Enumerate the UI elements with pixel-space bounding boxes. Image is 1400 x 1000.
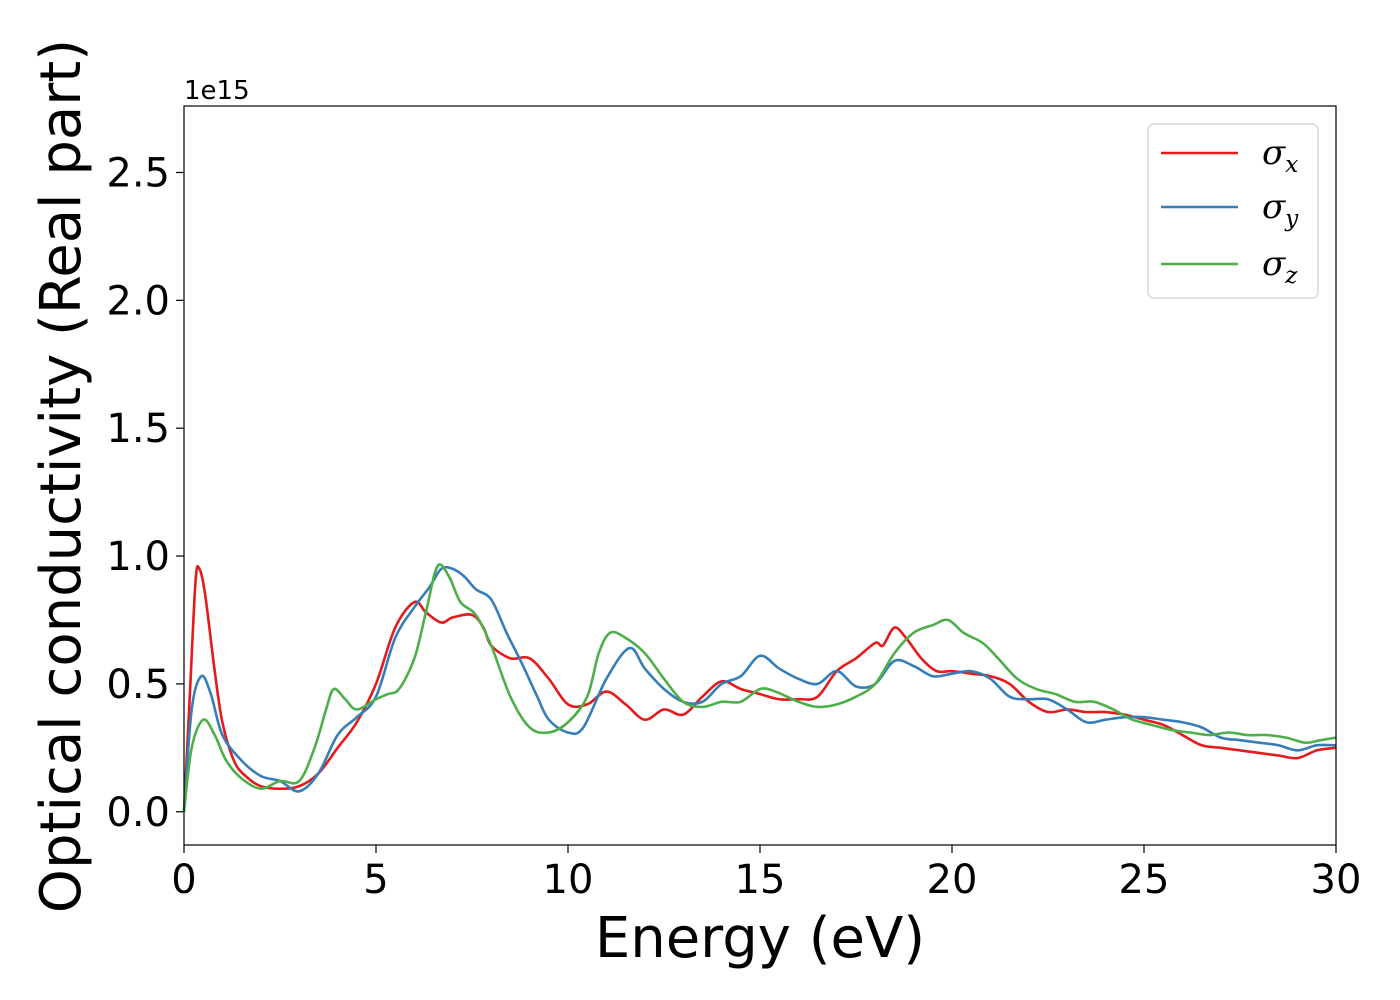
x-tick-label: 0: [171, 857, 196, 903]
x-tick-label: 5: [363, 857, 388, 903]
legend-label-z: σz: [1262, 244, 1298, 289]
y-tick-label: 1.0: [106, 534, 170, 580]
x-tick-label: 20: [927, 857, 978, 903]
series-layer: [182, 563, 1337, 812]
x-tick-label: 30: [1311, 857, 1362, 903]
series-line-x: [182, 565, 1337, 812]
y-axis: 0.0 0.5 1.0 1.5 2.0 2.5: [106, 150, 184, 836]
y-tick-label: 0.0: [106, 790, 170, 836]
x-axis-label: Energy (eV): [595, 906, 925, 971]
legend-box: [1147, 123, 1319, 299]
x-tick-label: 15: [735, 857, 786, 903]
series-line-z: [182, 563, 1337, 812]
x-tick-label: 10: [543, 857, 594, 903]
legend-label-x: σx: [1262, 133, 1298, 178]
y-tick-label: 2.0: [106, 278, 170, 324]
legend-label-y: σy: [1262, 187, 1299, 232]
y-tick-label: 2.5: [106, 150, 170, 196]
legend: σx σy σz: [1147, 123, 1319, 299]
y-offset-label: 1e15: [184, 76, 250, 106]
x-axis: 0 5 10 15 20 25 30: [171, 845, 1361, 903]
y-tick-label: 1.5: [106, 406, 170, 452]
y-tick-label: 0.5: [106, 662, 170, 708]
x-tick-label: 25: [1119, 857, 1170, 903]
y-axis-label: Optical conductivity (Real part): [29, 39, 94, 913]
